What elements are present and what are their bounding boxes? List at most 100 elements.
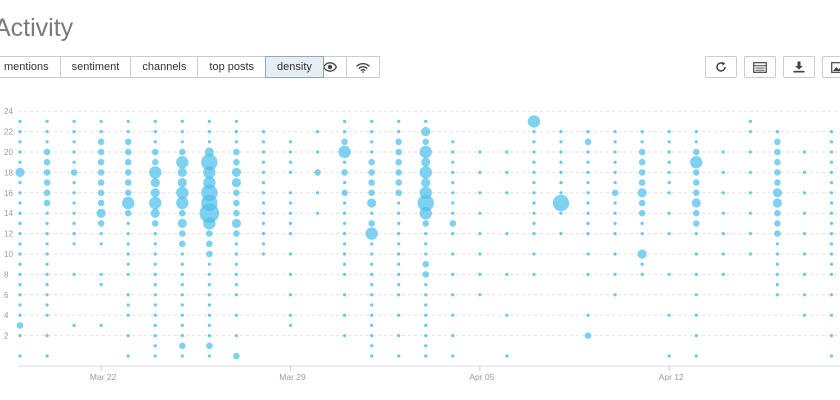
activity-bubble[interactable] bbox=[721, 232, 725, 236]
activity-bubble[interactable] bbox=[368, 169, 375, 176]
activity-bubble[interactable] bbox=[586, 211, 590, 215]
activity-bubble[interactable] bbox=[288, 191, 293, 195]
activity-bubble[interactable] bbox=[552, 194, 570, 212]
activity-bubble[interactable] bbox=[829, 191, 834, 195]
activity-bubble[interactable] bbox=[395, 138, 403, 146]
activity-bubble[interactable] bbox=[748, 150, 752, 154]
activity-bubble[interactable] bbox=[70, 169, 78, 176]
activity-bubble[interactable] bbox=[45, 242, 49, 246]
activity-bubble[interactable] bbox=[45, 303, 49, 307]
activity-bubble[interactable] bbox=[370, 130, 374, 134]
activity-bubble[interactable] bbox=[829, 354, 834, 358]
activity-bubble[interactable] bbox=[775, 283, 780, 287]
activity-bubble[interactable] bbox=[261, 201, 266, 205]
activity-bubble[interactable] bbox=[234, 283, 238, 287]
activity-bubble[interactable] bbox=[397, 293, 401, 297]
activity-bubble[interactable] bbox=[18, 211, 22, 215]
activity-bubble[interactable] bbox=[177, 167, 187, 177]
activity-bubble[interactable] bbox=[667, 160, 671, 164]
activity-bubble[interactable] bbox=[692, 220, 700, 227]
activity-bubble[interactable] bbox=[424, 252, 428, 256]
activity-bubble[interactable] bbox=[774, 209, 781, 217]
activity-bubble[interactable] bbox=[207, 119, 211, 123]
activity-bubble[interactable] bbox=[748, 191, 752, 195]
activity-bubble[interactable] bbox=[43, 148, 51, 156]
wifi-button[interactable] bbox=[346, 56, 380, 78]
activity-bubble[interactable] bbox=[613, 221, 617, 225]
activity-bubble[interactable] bbox=[638, 169, 646, 176]
activity-bubble[interactable] bbox=[449, 220, 457, 227]
activity-bubble[interactable] bbox=[829, 272, 834, 276]
activity-bubble[interactable] bbox=[179, 240, 186, 248]
activity-bubble[interactable] bbox=[126, 262, 130, 266]
activity-bubble[interactable] bbox=[829, 160, 834, 164]
activity-bubble[interactable] bbox=[748, 252, 752, 256]
activity-bubble[interactable] bbox=[149, 196, 162, 210]
activity-bubble[interactable] bbox=[206, 230, 213, 237]
activity-bubble[interactable] bbox=[18, 293, 22, 297]
activity-bubble[interactable] bbox=[532, 232, 536, 236]
activity-bubble[interactable] bbox=[180, 334, 184, 338]
activity-bubble[interactable] bbox=[368, 158, 375, 166]
activity-bubble[interactable] bbox=[18, 140, 22, 144]
activity-bubble[interactable] bbox=[343, 119, 347, 123]
activity-bubble[interactable] bbox=[151, 220, 159, 227]
activity-bubble[interactable] bbox=[261, 191, 266, 195]
activity-bubble[interactable] bbox=[206, 240, 213, 248]
activity-bubble[interactable] bbox=[124, 138, 132, 146]
activity-bubble[interactable] bbox=[694, 232, 698, 236]
activity-bubble[interactable] bbox=[451, 211, 455, 215]
activity-bubble[interactable] bbox=[124, 158, 132, 166]
activity-bubble[interactable] bbox=[694, 354, 698, 358]
activity-bubble[interactable] bbox=[774, 220, 781, 227]
activity-bubble[interactable] bbox=[343, 130, 347, 134]
export-image-button[interactable] bbox=[822, 56, 840, 78]
activity-bubble[interactable] bbox=[176, 186, 189, 199]
activity-bubble[interactable] bbox=[422, 220, 430, 227]
activity-bubble[interactable] bbox=[234, 293, 238, 297]
activity-bubble[interactable] bbox=[667, 130, 671, 134]
activity-bubble[interactable] bbox=[692, 209, 700, 217]
download-button[interactable] bbox=[783, 56, 815, 78]
activity-bubble[interactable] bbox=[586, 170, 590, 174]
activity-bubble[interactable] bbox=[179, 148, 186, 156]
activity-bubble[interactable] bbox=[419, 186, 432, 199]
activity-bubble[interactable] bbox=[18, 262, 22, 266]
activity-bubble[interactable] bbox=[367, 198, 377, 208]
activity-bubble[interactable] bbox=[559, 170, 563, 174]
activity-bubble[interactable] bbox=[153, 344, 157, 348]
activity-bubble[interactable] bbox=[207, 293, 211, 297]
activity-bubble[interactable] bbox=[395, 179, 403, 186]
activity-bubble[interactable] bbox=[774, 179, 781, 186]
activity-bubble[interactable] bbox=[829, 211, 834, 215]
activity-bubble[interactable] bbox=[397, 283, 401, 287]
activity-bubble[interactable] bbox=[153, 130, 157, 134]
activity-bubble[interactable] bbox=[774, 169, 781, 176]
activity-bubble[interactable] bbox=[532, 252, 536, 256]
activity-bubble[interactable] bbox=[343, 262, 347, 266]
activity-bubble[interactable] bbox=[505, 272, 509, 276]
activity-bubble[interactable] bbox=[234, 119, 238, 123]
activity-bubble[interactable] bbox=[261, 140, 266, 144]
activity-bubble[interactable] bbox=[505, 150, 509, 154]
activity-bubble[interactable] bbox=[774, 230, 781, 237]
activity-bubble[interactable] bbox=[72, 201, 76, 205]
activity-bubble[interactable] bbox=[775, 262, 780, 266]
activity-bubble[interactable] bbox=[802, 191, 807, 195]
activity-bubble[interactable] bbox=[45, 313, 49, 317]
activity-bubble[interactable] bbox=[721, 272, 725, 276]
activity-bubble[interactable] bbox=[99, 232, 103, 236]
activity-bubble[interactable] bbox=[233, 158, 240, 166]
activity-bubble[interactable] bbox=[43, 199, 51, 207]
activity-bubble[interactable] bbox=[343, 181, 347, 185]
activity-bubble[interactable] bbox=[613, 160, 617, 164]
activity-bubble[interactable] bbox=[18, 160, 22, 164]
activity-bubble[interactable] bbox=[343, 211, 347, 215]
activity-bubble[interactable] bbox=[424, 232, 428, 236]
activity-bubble[interactable] bbox=[234, 242, 238, 246]
activity-bubble[interactable] bbox=[397, 232, 401, 236]
activity-bubble[interactable] bbox=[829, 140, 834, 144]
activity-bubble[interactable] bbox=[72, 191, 76, 195]
activity-bubble[interactable] bbox=[829, 221, 834, 225]
activity-bubble[interactable] bbox=[613, 170, 617, 174]
